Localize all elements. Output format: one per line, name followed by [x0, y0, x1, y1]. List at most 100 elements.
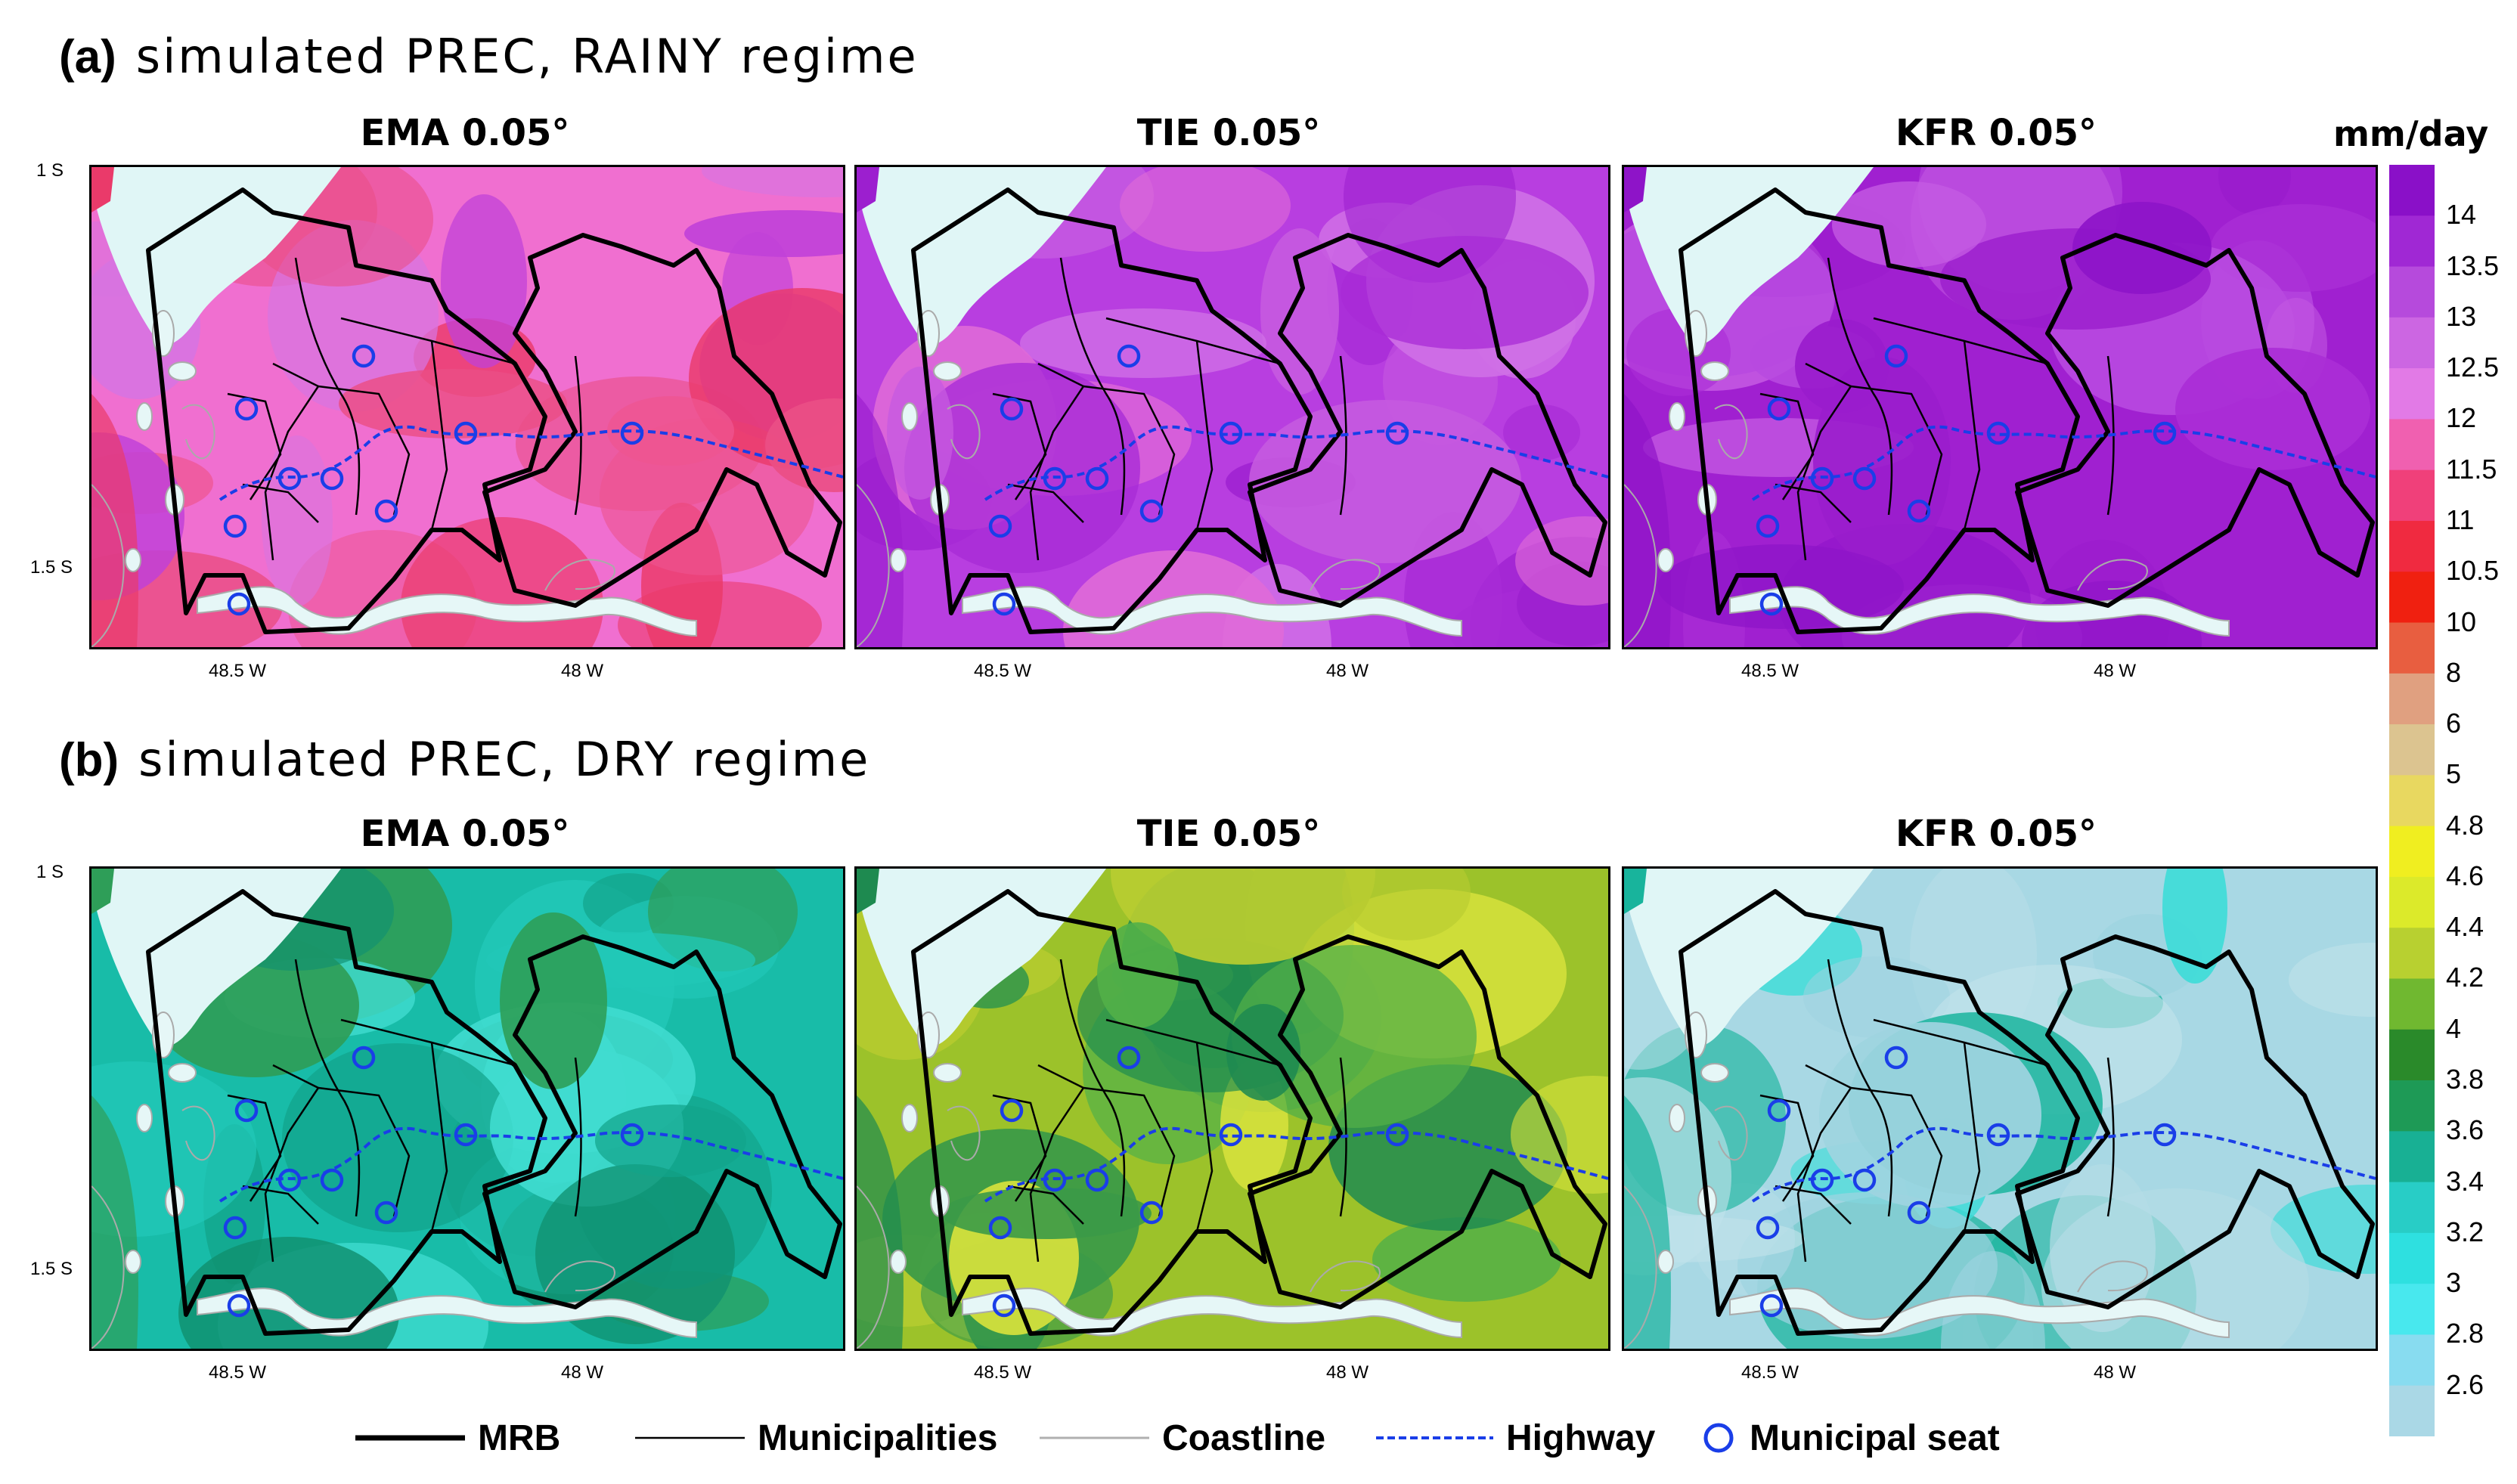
legend-municipalities: Municipalities — [635, 1408, 997, 1468]
municipal-seat — [1759, 592, 1784, 616]
colorbar-tick-label: 12.5 — [2446, 352, 2500, 383]
field-patch — [441, 194, 527, 368]
municipality-boundary — [1195, 340, 1214, 531]
colorbar-swatch — [2389, 419, 2435, 471]
panel-b3-title: KFR 0.05° — [1895, 813, 2097, 855]
field-patch — [887, 367, 953, 500]
field-patch — [1819, 1022, 2041, 1208]
panel-a2-title: TIE 0.05° — [1136, 112, 1321, 154]
municipal-seat — [1810, 1168, 1834, 1192]
colorbar-swatch — [2389, 317, 2435, 369]
row-a-tag: (a) — [59, 31, 116, 83]
colorbar-tick-label: 11.5 — [2446, 453, 2497, 485]
municipality-boundary — [318, 1086, 411, 1217]
municipality-boundary — [318, 385, 411, 516]
colorbar-tick-label: 3.6 — [2446, 1114, 2484, 1146]
lon-b1-left: 48.5 W — [208, 1362, 267, 1383]
coastline-segment — [91, 484, 125, 647]
municipal-seat — [320, 466, 344, 491]
colorbar-tick-label: 14 — [2446, 199, 2477, 231]
colorbar-tick-label: 10 — [2446, 606, 2477, 637]
colorbar-tick-label: 4.2 — [2446, 962, 2484, 993]
municipality-boundary — [1059, 257, 1126, 516]
municipality-boundary — [2106, 355, 2115, 516]
municipal-seat — [1907, 499, 1931, 523]
coastline-segment — [1624, 484, 1657, 647]
municipal-seat — [1117, 1046, 1141, 1070]
colorbar-swatch — [2389, 215, 2435, 268]
municipal-seat — [620, 1123, 644, 1147]
island-coastline — [1657, 1250, 1674, 1274]
river — [1729, 1287, 2230, 1339]
map-panel-a2 — [854, 165, 1610, 649]
row-b-title: (b) simulated PREC, DRY regime — [59, 732, 870, 787]
colorbar-tick-label: 5 — [2446, 758, 2462, 790]
municipal-seat — [620, 421, 644, 445]
river — [197, 586, 697, 637]
coastline-segment — [91, 1185, 125, 1349]
municipal-seat — [1043, 1168, 1067, 1192]
field-patch — [941, 1188, 1152, 1239]
field-patch — [607, 396, 734, 466]
map-panel-b1 — [89, 866, 845, 1351]
field-patch — [1120, 167, 1291, 252]
colorbar-tick-label: 4.4 — [2446, 911, 2484, 943]
municipal-seat — [1117, 344, 1141, 368]
field-patch — [857, 869, 879, 914]
mrb-boundary — [2015, 233, 2375, 608]
field-patch — [1624, 869, 1647, 914]
colorbar-swatch — [2389, 1334, 2435, 1386]
municipal-seat — [1085, 1168, 1109, 1192]
field-patch — [684, 210, 843, 257]
colorbar-swatch — [2389, 1385, 2435, 1436]
municipal-seat — [234, 397, 259, 421]
coastline-segment — [544, 1260, 615, 1293]
row-a-title: (a) simulated PREC, RAINY regime — [59, 29, 919, 84]
municipality-boundary — [1059, 959, 1126, 1217]
island-coastline — [1700, 361, 1729, 381]
island-coastline — [1657, 548, 1674, 572]
colorbar-tick-label: 4.8 — [2446, 809, 2484, 841]
municipal-seat — [1139, 499, 1164, 523]
municipalities-line-icon — [635, 1436, 745, 1439]
municipality-boundary — [1963, 340, 1981, 531]
field-patch — [857, 167, 879, 212]
field-patch — [262, 435, 333, 606]
municipal-seat — [1219, 421, 1243, 445]
municipality-boundary — [264, 362, 320, 561]
colorbar-tick-label: 12 — [2446, 402, 2477, 434]
map-panel-b3 — [1622, 866, 2378, 1351]
map-panel-b2 — [854, 866, 1610, 1351]
island-coastline — [901, 402, 918, 431]
municipal-seat — [1852, 1168, 1877, 1192]
municipal-seat — [1385, 1123, 1409, 1147]
row-a-text: simulated PREC, RAINY regime — [135, 29, 919, 84]
island-coastline — [136, 1104, 153, 1132]
coastline-segment — [947, 404, 981, 460]
field-patch — [91, 1061, 256, 1237]
municipal-seat — [374, 499, 398, 523]
colorbar-swatch — [2389, 1284, 2435, 1336]
field-patch — [2072, 202, 2212, 294]
colorbar-tick-label: 10.5 — [2446, 555, 2500, 587]
municipality-boundary — [264, 1064, 320, 1262]
mrb-boundary — [911, 187, 1313, 634]
colorbar-swatch — [2389, 572, 2435, 624]
municipality-boundary — [1195, 1042, 1214, 1232]
mrb-boundary — [146, 187, 547, 634]
coastline-segment — [857, 484, 890, 647]
island-coastline — [125, 548, 141, 572]
municipality-boundary — [2106, 1057, 2115, 1217]
island-coastline — [933, 361, 962, 381]
municipal-seat — [1852, 466, 1877, 491]
coastline-segment — [2077, 1260, 2148, 1293]
highway-line-icon — [1376, 1436, 1493, 1439]
panel-b1-title: EMA 0.05° — [360, 813, 570, 855]
municipal-seat — [1884, 1046, 1908, 1070]
legend-highway: Highway — [1376, 1408, 1655, 1468]
colorbar-swatch — [2389, 673, 2435, 725]
field-patch — [91, 869, 114, 914]
municipal-seat — [454, 1123, 478, 1147]
lon-a3-right: 48 W — [2093, 661, 2136, 681]
river — [1729, 586, 2230, 637]
